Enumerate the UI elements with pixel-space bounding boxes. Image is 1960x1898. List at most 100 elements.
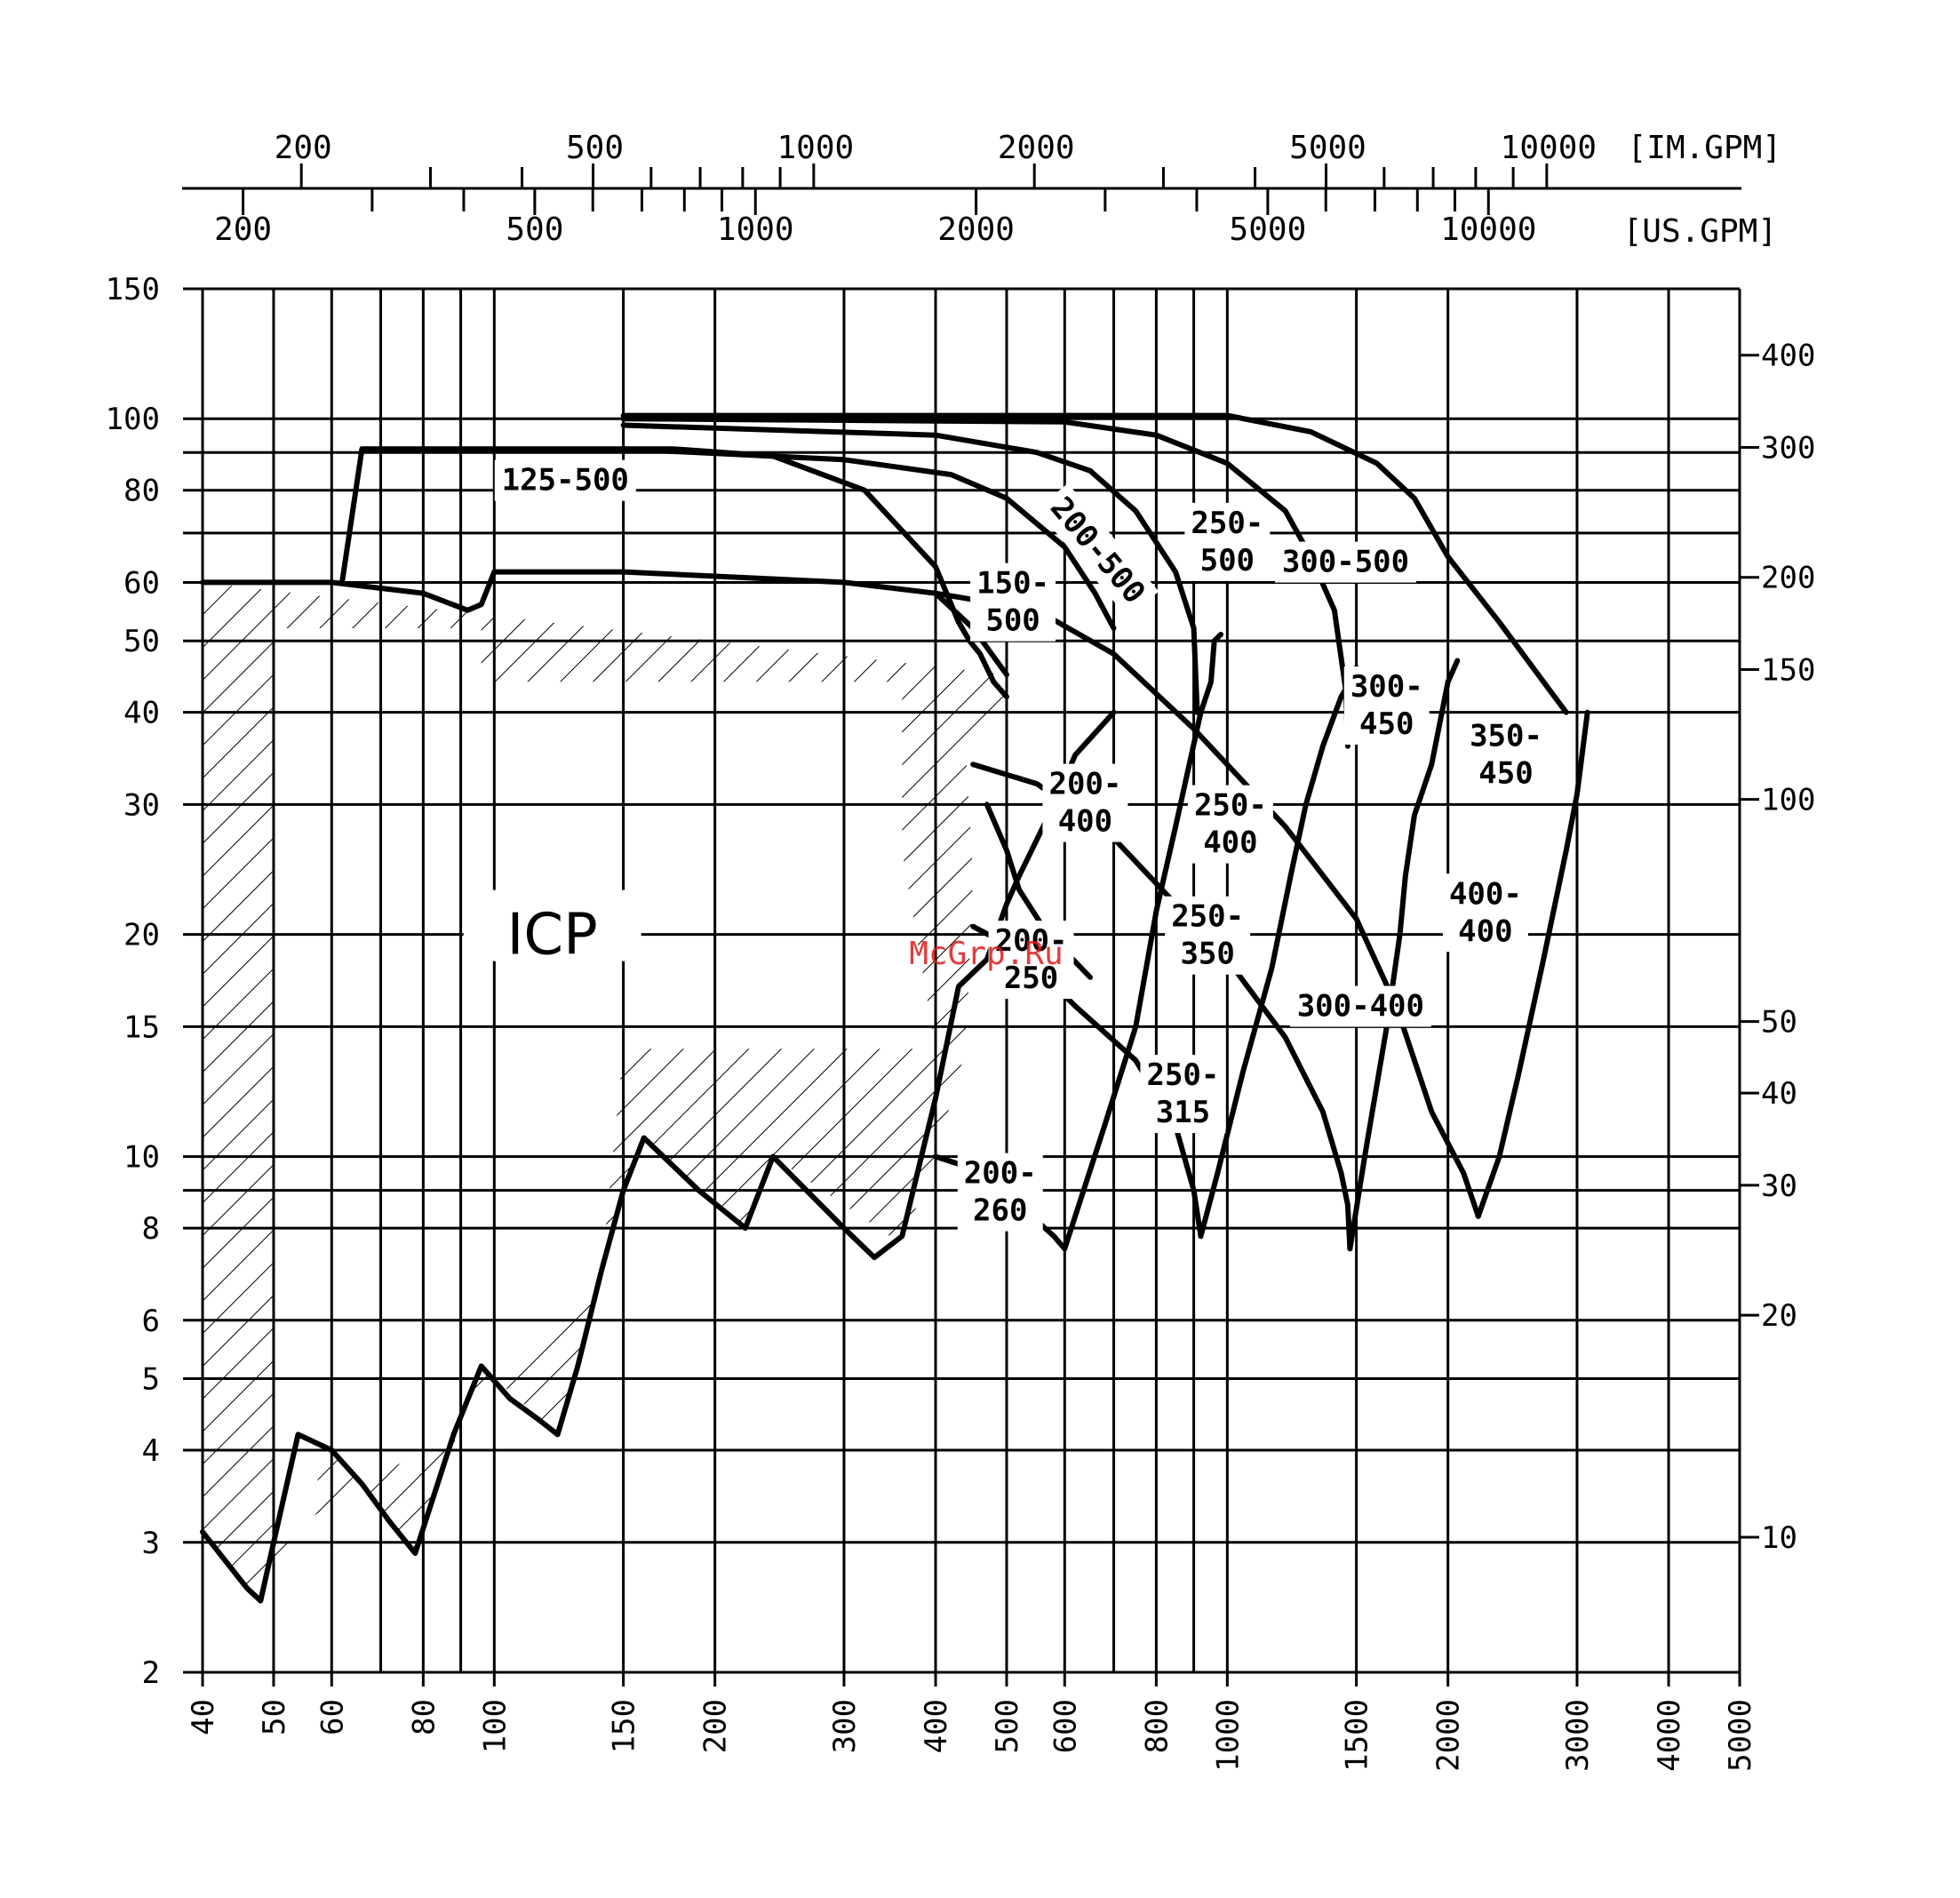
x-tick-label: 50 bbox=[257, 1699, 292, 1735]
ft-tick-label: 200 bbox=[1761, 561, 1815, 596]
x-tick-label: 80 bbox=[406, 1699, 442, 1735]
im-gpm-unit: [IM.GPM] bbox=[1628, 130, 1781, 166]
y-tick-label: 2 bbox=[142, 1655, 160, 1691]
region-label-group: 300-450 bbox=[1343, 666, 1430, 746]
region-label-group: 300-500 bbox=[1274, 541, 1416, 583]
region-label: 250 bbox=[1004, 961, 1058, 996]
im-gpm-label: 500 bbox=[566, 130, 624, 166]
y-tick-label: 4 bbox=[142, 1433, 160, 1469]
x-tick-label: 300 bbox=[827, 1699, 863, 1753]
region-label-group: 350-450 bbox=[1463, 715, 1550, 794]
x-tick-label: 100 bbox=[477, 1699, 513, 1753]
y-tick-label: 10 bbox=[123, 1140, 160, 1176]
watermark: McGrp.Ru bbox=[909, 936, 1063, 972]
x-tick-label: 60 bbox=[315, 1699, 350, 1735]
x-tick-label: 2000 bbox=[1431, 1699, 1467, 1772]
region-label: 315 bbox=[1156, 1095, 1210, 1130]
hatched-region bbox=[203, 582, 1007, 1601]
region-label-bg bbox=[1036, 482, 1159, 618]
region-label: 150- bbox=[976, 566, 1049, 602]
y-tick-label: 3 bbox=[142, 1526, 160, 1561]
y-tick-label: 15 bbox=[123, 1009, 160, 1045]
x-tick-label: 5000 bbox=[1723, 1699, 1758, 1772]
region-label-bg bbox=[1289, 985, 1431, 1027]
region-label: 500 bbox=[985, 603, 1040, 639]
axes-labels: 40 50 60 80 100 150 200 300 400 500 600 800 1000 1500… bbox=[106, 272, 1816, 1772]
ft-tick-label: 50 bbox=[1761, 1005, 1797, 1041]
region-label-bg bbox=[1442, 873, 1528, 953]
y-tick-label: 40 bbox=[123, 696, 160, 731]
x-tick-label: 1500 bbox=[1340, 1699, 1375, 1772]
x-tick-label: 200 bbox=[698, 1699, 734, 1753]
y-tick-label: 80 bbox=[123, 474, 160, 509]
region-label-group: 250-400 bbox=[1187, 785, 1273, 864]
us-gpm-label: 1000 bbox=[717, 211, 794, 248]
region-label-group: 200-250 bbox=[988, 921, 1074, 1000]
ft-tick-label: 100 bbox=[1761, 783, 1815, 818]
region-label: 250- bbox=[1171, 899, 1244, 935]
y-tick-label: 8 bbox=[142, 1211, 160, 1247]
region-label: 250- bbox=[1146, 1057, 1219, 1093]
pump-curve bbox=[1475, 709, 1590, 1219]
im-gpm-label: 1000 bbox=[777, 130, 854, 166]
x-tick-label: 3000 bbox=[1560, 1699, 1596, 1772]
region-label: 350- bbox=[1470, 719, 1542, 754]
region-label: 125-500 bbox=[502, 463, 629, 498]
ft-tick-label: 150 bbox=[1761, 652, 1815, 688]
region-label: 250- bbox=[1194, 788, 1267, 824]
pump-curve bbox=[1062, 632, 1224, 1252]
y-tick-label: 6 bbox=[142, 1304, 160, 1339]
y-tick-label: 5 bbox=[142, 1362, 160, 1398]
region-label-bg bbox=[1187, 785, 1273, 864]
x-tick-label: 600 bbox=[1048, 1699, 1083, 1753]
ft-tick-label: 30 bbox=[1761, 1168, 1797, 1204]
region-label: 400 bbox=[1458, 913, 1512, 949]
region-label-group: 250-350 bbox=[1165, 896, 1251, 975]
region-label: 400- bbox=[1449, 876, 1522, 912]
region-label: 350 bbox=[1180, 937, 1234, 972]
icp-label: ICP bbox=[507, 903, 598, 969]
ft-tick-label: 20 bbox=[1761, 1298, 1797, 1334]
x-tick-label: 500 bbox=[990, 1699, 1025, 1753]
im-gpm-label: 5000 bbox=[1289, 130, 1366, 166]
region-label-bg bbox=[1140, 1055, 1226, 1134]
region-label: 200- bbox=[1048, 767, 1121, 802]
pump-curve bbox=[620, 416, 1350, 749]
pump-curve bbox=[200, 709, 1117, 1604]
y-tick-label: 30 bbox=[123, 787, 160, 823]
x-tick-label: 800 bbox=[1139, 1699, 1175, 1753]
hatched-area bbox=[203, 582, 1007, 1601]
pump-curve bbox=[933, 590, 1481, 1219]
region-label-bg bbox=[1463, 715, 1550, 794]
region-label-bg bbox=[1184, 502, 1271, 581]
top-flow-axes: 200 500 1000 2000 5000 10000 [IM.GPM] 200 500 100… bbox=[182, 130, 1781, 250]
ft-tick-label: 10 bbox=[1761, 1520, 1797, 1556]
pump-curve bbox=[339, 446, 1009, 700]
ft-tick-label: 300 bbox=[1761, 430, 1815, 466]
region-label-bg bbox=[970, 562, 1056, 642]
pump-curve bbox=[1347, 658, 1461, 1252]
region-label: 450 bbox=[1478, 756, 1533, 792]
icp-label-bg bbox=[463, 889, 641, 961]
im-gpm-label: 200 bbox=[275, 130, 332, 166]
region-label-bg bbox=[988, 921, 1074, 1000]
im-gpm-label: 2000 bbox=[998, 130, 1075, 166]
grid-lines bbox=[183, 287, 1741, 1685]
region-label: 400 bbox=[1203, 825, 1257, 861]
region-label: 200- bbox=[964, 1156, 1037, 1192]
y-tick-label: 100 bbox=[106, 402, 160, 437]
region-label: 450 bbox=[1359, 706, 1414, 742]
y-tick-label: 20 bbox=[123, 918, 160, 953]
pump-curve bbox=[620, 446, 1117, 631]
pump-curve bbox=[620, 422, 1200, 715]
region-label-group: 200-400 bbox=[1042, 763, 1128, 842]
us-gpm-label: 10000 bbox=[1440, 211, 1536, 248]
ft-tick-label: 40 bbox=[1761, 1076, 1797, 1112]
y-tick-label: 150 bbox=[106, 272, 160, 307]
region-label: 500 bbox=[1200, 543, 1255, 578]
y-tick-label: 50 bbox=[123, 624, 160, 659]
ft-tick-label: 400 bbox=[1761, 339, 1815, 374]
region-label-bg bbox=[1042, 763, 1128, 842]
